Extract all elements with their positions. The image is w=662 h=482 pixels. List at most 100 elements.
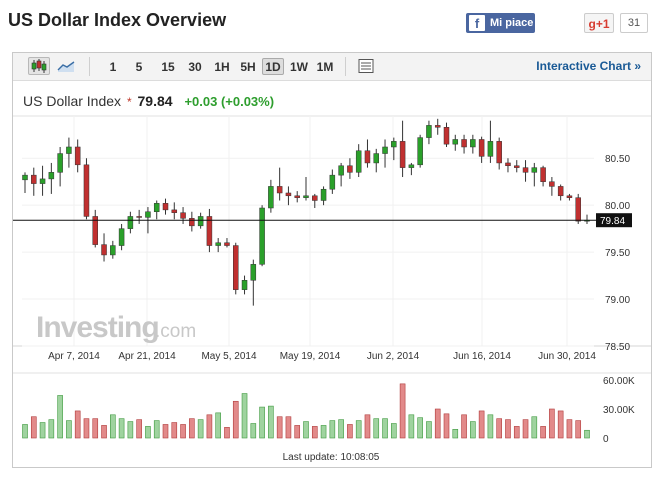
volume-tick-label: 60.00K	[603, 376, 635, 387]
volume-bar-down	[434, 408, 441, 439]
timeframe-1h-button[interactable]: 1H	[214, 60, 230, 74]
timeframe-30-button[interactable]: 30	[188, 60, 202, 74]
volume-tick-label: 30.00K	[603, 405, 635, 416]
candle-up	[382, 146, 388, 154]
volume-bar-down	[575, 420, 582, 439]
volume-bar-up	[338, 419, 344, 439]
volume-bar-up	[48, 419, 55, 439]
candle-down	[399, 141, 406, 168]
candle-down	[549, 181, 555, 187]
volume-bar-down	[285, 416, 292, 439]
volume-bar-up	[250, 423, 257, 439]
timeframe-15-button[interactable]: 15	[161, 60, 175, 74]
volume-bar-down	[180, 424, 186, 439]
candle-up	[110, 245, 116, 256]
last-price-tag-label: 79.84	[600, 216, 625, 227]
date-tick-label: Jun 30, 2014	[538, 351, 596, 362]
candle-down	[566, 195, 573, 198]
candle-up	[355, 150, 362, 173]
candle-up	[197, 216, 204, 227]
timeframe-1-button[interactable]: 1	[109, 60, 117, 74]
volume-bar-up	[268, 405, 274, 439]
candle-down	[294, 195, 300, 198]
volume-bar-up	[118, 418, 125, 439]
chart-settings-icon[interactable]	[355, 57, 377, 75]
volume-bar-down	[461, 414, 467, 439]
volume-bar-down	[83, 418, 90, 439]
volume-bar-down	[557, 410, 564, 439]
candle-down	[31, 174, 37, 184]
candle-down	[443, 127, 450, 145]
candle-up	[329, 174, 336, 190]
price-tick-label: 79.00	[605, 295, 630, 306]
volume-bar-up	[382, 418, 388, 439]
candle-up	[241, 280, 248, 290]
candlestick-chart[interactable]: 80.50 80.00 79.50 79.00 78.50 Apr 7, 2014 Apr …	[0, 0, 662, 470]
volume-bar-down	[522, 419, 529, 439]
area-chart-icon[interactable]	[55, 57, 77, 75]
volume-bar-up	[408, 414, 415, 439]
timeframe-5h-button[interactable]: 5H	[240, 60, 256, 74]
volume-bar-up	[127, 421, 134, 439]
candle-up	[391, 141, 397, 148]
candle-up	[320, 188, 327, 201]
volume-bar-up	[487, 414, 494, 439]
google-plus-button[interactable]: g+1	[584, 13, 614, 33]
candle-down	[347, 165, 353, 173]
volume-bar-down	[566, 419, 573, 439]
date-tick-label: Jun 2, 2014	[367, 351, 420, 362]
volume-bar-up	[259, 406, 265, 439]
volume-bar-up	[39, 422, 46, 439]
timeframe-1m-button[interactable]: 1M	[316, 60, 334, 74]
interactive-chart-link[interactable]: Interactive Chart »	[536, 59, 641, 73]
candle-up	[487, 141, 494, 157]
candle-down	[233, 245, 239, 290]
candle-up	[22, 174, 28, 181]
volume-bar-down	[443, 413, 450, 439]
volume-bar-down	[224, 427, 230, 439]
volume-bar-up	[320, 425, 327, 439]
volume-bar-down	[101, 425, 107, 439]
candlestick-chart-icon[interactable]	[28, 57, 50, 75]
price-tick-label: 80.00	[605, 201, 630, 212]
volume-bar-up	[417, 417, 423, 439]
volume-bar-up	[22, 424, 28, 439]
timeframe-1d-button[interactable]: 1D	[262, 58, 284, 75]
candle-down	[189, 218, 195, 227]
delayed-star-icon: *	[126, 95, 132, 109]
price-tick-label: 80.50	[605, 154, 630, 165]
price-tick-label: 79.50	[605, 248, 630, 259]
candle-down	[496, 141, 502, 164]
candle-down	[101, 244, 107, 256]
volume-bar-down	[513, 426, 520, 439]
volume-bar-up	[215, 412, 221, 439]
volume-bar-down	[171, 422, 178, 439]
facebook-like-button[interactable]: f Mi piace	[466, 13, 535, 33]
candle-down	[478, 139, 485, 157]
volume-bar-down	[206, 414, 213, 439]
candle-down	[557, 186, 564, 197]
last-update-text: Last update: 10:08:05	[282, 452, 380, 463]
volume-bar-up	[470, 421, 476, 439]
candle-up	[531, 167, 538, 173]
volume-bar-down	[276, 416, 283, 439]
volume-bar-up	[110, 414, 116, 439]
candle-down	[206, 216, 213, 246]
candle-down	[180, 212, 186, 219]
date-tick-label: Apr 21, 2014	[118, 351, 176, 362]
timeframe-5-button[interactable]: 5	[135, 60, 143, 74]
candle-down	[276, 186, 283, 194]
volume-bar-up	[531, 416, 538, 439]
date-tick-label: May 5, 2014	[201, 351, 256, 362]
last-price-tag	[596, 213, 632, 228]
candle-up	[417, 137, 423, 166]
instrument-name: US Dollar Index	[23, 93, 122, 109]
timeframe-1w-button[interactable]: 1W	[290, 60, 308, 74]
page-title: US Dollar Index Overview	[8, 10, 227, 30]
candle-down	[285, 192, 292, 197]
candle-down	[461, 139, 467, 148]
candle-down	[92, 216, 98, 245]
last-price: 79.84	[137, 93, 173, 109]
volume-bar-down	[30, 416, 37, 439]
candle-up	[250, 264, 257, 281]
